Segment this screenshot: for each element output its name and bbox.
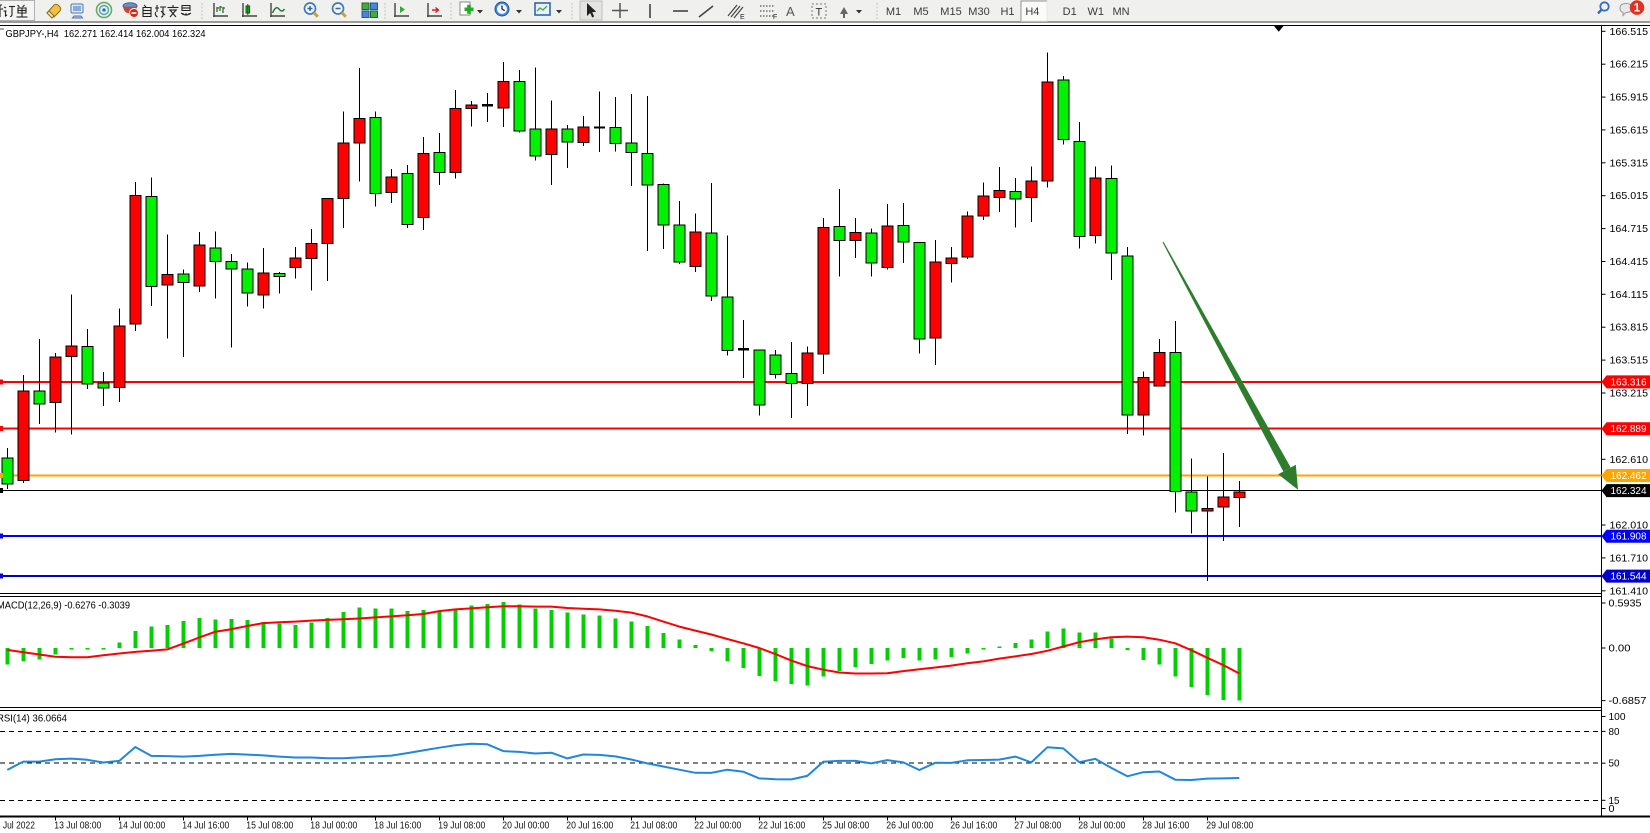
svg-text:164.715: 164.715 [1610,223,1649,235]
svg-text:MN: MN [1112,6,1129,18]
svg-text:E: E [740,14,745,21]
svg-text:12 Jul 2022: 12 Jul 2022 [0,821,35,832]
svg-text:28 Jul 16:00: 28 Jul 16:00 [1142,821,1189,832]
svg-text:26 Jul 16:00: 26 Jul 16:00 [950,821,997,832]
svg-text:1: 1 [1634,3,1641,15]
svg-text:0: 0 [1609,803,1615,815]
svg-text:20 Jul 00:00: 20 Jul 00:00 [502,821,549,832]
svg-text:165.915: 165.915 [1610,92,1649,104]
svg-text:A: A [786,4,795,19]
svg-text:RSI(14) 36.0664: RSI(14) 36.0664 [0,713,67,725]
svg-text:164.115: 164.115 [1610,289,1649,301]
svg-text:0.5935: 0.5935 [1609,598,1642,610]
svg-text:15: 15 [1609,795,1620,807]
svg-text:161.908: 161.908 [1611,532,1647,543]
svg-text:27 Jul 08:00: 27 Jul 08:00 [1014,821,1061,832]
svg-text:14 Jul 16:00: 14 Jul 16:00 [182,821,229,832]
svg-text:MACD(12,26,9) -0.6276 -0.3039: MACD(12,26,9) -0.6276 -0.3039 [0,600,130,612]
svg-text:166.515: 166.515 [1610,26,1649,38]
svg-text:165.315: 165.315 [1610,157,1649,169]
svg-text:166.215: 166.215 [1610,59,1649,71]
svg-text:165.615: 165.615 [1610,124,1649,136]
svg-text:M15: M15 [940,6,961,18]
svg-text:M30: M30 [968,6,989,18]
svg-text:W1: W1 [1088,6,1105,18]
svg-text:19 Jul 08:00: 19 Jul 08:00 [438,821,485,832]
svg-text:F: F [773,14,777,21]
svg-text:163.815: 163.815 [1610,322,1649,334]
svg-text:162.462: 162.462 [1611,471,1647,482]
svg-text:162.889: 162.889 [1611,424,1647,435]
svg-text:161.544: 161.544 [1611,572,1647,583]
svg-text:80: 80 [1609,726,1620,738]
svg-text:T: T [816,7,823,19]
svg-text:0.00: 0.00 [1609,643,1631,655]
svg-text:163.215: 163.215 [1610,388,1649,400]
svg-text:20 Jul 16:00: 20 Jul 16:00 [566,821,613,832]
svg-text:162.010: 162.010 [1610,520,1649,532]
svg-text:GBPJPY-,H4 162.271 162.414 16: GBPJPY-,H4 162.271 162.414 162.004 162.3… [6,28,206,40]
svg-text:100: 100 [1609,711,1626,723]
svg-text:M5: M5 [913,6,928,18]
svg-text:161.410: 161.410 [1610,585,1649,597]
svg-text:163.316: 163.316 [1611,377,1647,388]
svg-text:22 Jul 00:00: 22 Jul 00:00 [694,821,741,832]
svg-text:161.710: 161.710 [1610,552,1649,564]
svg-text:50: 50 [1609,758,1620,770]
svg-text:21 Jul 08:00: 21 Jul 08:00 [630,821,677,832]
svg-text:13 Jul 08:00: 13 Jul 08:00 [54,821,101,832]
svg-text:26 Jul 00:00: 26 Jul 00:00 [886,821,933,832]
svg-text:15 Jul 08:00: 15 Jul 08:00 [246,821,293,832]
svg-text:18 Jul 16:00: 18 Jul 16:00 [374,821,421,832]
svg-text:22 Jul 16:00: 22 Jul 16:00 [758,821,805,832]
svg-text:162.324: 162.324 [1611,486,1647,497]
svg-text:D1: D1 [1063,6,1077,18]
svg-text:28 Jul 00:00: 28 Jul 00:00 [1078,821,1125,832]
svg-text:29 Jul 08:00: 29 Jul 08:00 [1206,821,1253,832]
svg-text:163.515: 163.515 [1610,355,1649,367]
svg-text:25 Jul 08:00: 25 Jul 08:00 [822,821,869,832]
svg-text:164.415: 164.415 [1610,256,1649,268]
svg-text:14 Jul 00:00: 14 Jul 00:00 [118,821,165,832]
svg-text:M1: M1 [886,6,901,18]
svg-text:18 Jul 00:00: 18 Jul 00:00 [310,821,357,832]
svg-text:-0.6857: -0.6857 [1609,695,1647,707]
svg-text:H1: H1 [1000,6,1014,18]
svg-text:162.610: 162.610 [1610,454,1649,466]
svg-text:H4: H4 [1025,6,1039,18]
svg-text:165.015: 165.015 [1610,190,1649,202]
